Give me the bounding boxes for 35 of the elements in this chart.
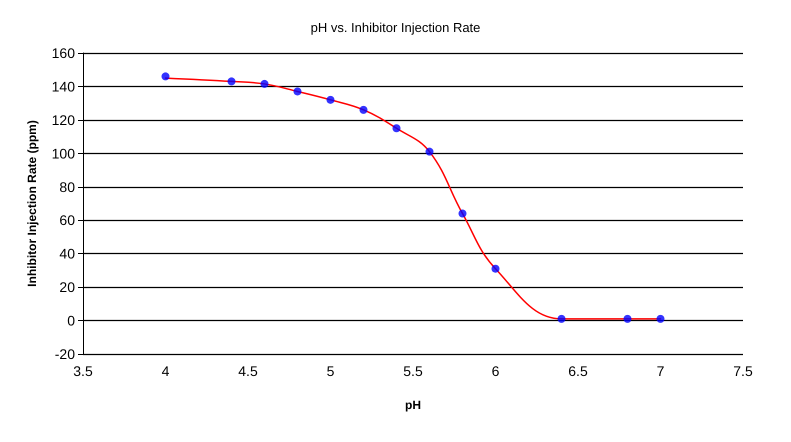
x-tick-label: 3.5 [73,363,93,379]
point [260,80,268,88]
y-axis-title: Inhibitor Injection Rate (ppm) [25,120,39,287]
x-tick-label: 7 [656,363,665,379]
y-tick-label: 60 [59,212,76,228]
y-tick-label: 120 [52,112,76,128]
point [360,106,368,114]
y-tick-label: 0 [67,312,76,329]
point [458,210,466,218]
point [492,264,500,273]
chart-title: pH vs. Inhibitor Injection Rate [310,20,480,35]
y-tick-label: 20 [59,279,76,296]
x-tick-label: 7.5 [733,363,753,379]
x-tick-label: 6 [492,363,500,379]
point [426,148,434,156]
y-tick-label: -20 [54,346,76,362]
point [326,96,334,104]
point [294,87,302,96]
x-tick-label: 5 [326,363,335,379]
x-tick-label: 4.5 [238,363,258,379]
point [228,77,236,86]
point [162,72,170,80]
y-tick-label: 160 [52,45,76,61]
point [392,124,400,132]
y-tick-label: 40 [59,246,76,262]
x-tick-label: 4 [162,363,170,379]
x-axis-title: pH [405,398,421,412]
point [656,314,664,323]
y-tick-label: 140 [52,78,76,94]
y-tick-label: 100 [52,145,76,162]
x-tick-label: 5.5 [403,363,423,379]
point [558,314,566,323]
x-tick-label: 6.5 [568,363,588,379]
y-tick-label: 80 [59,178,76,195]
point [624,314,632,323]
